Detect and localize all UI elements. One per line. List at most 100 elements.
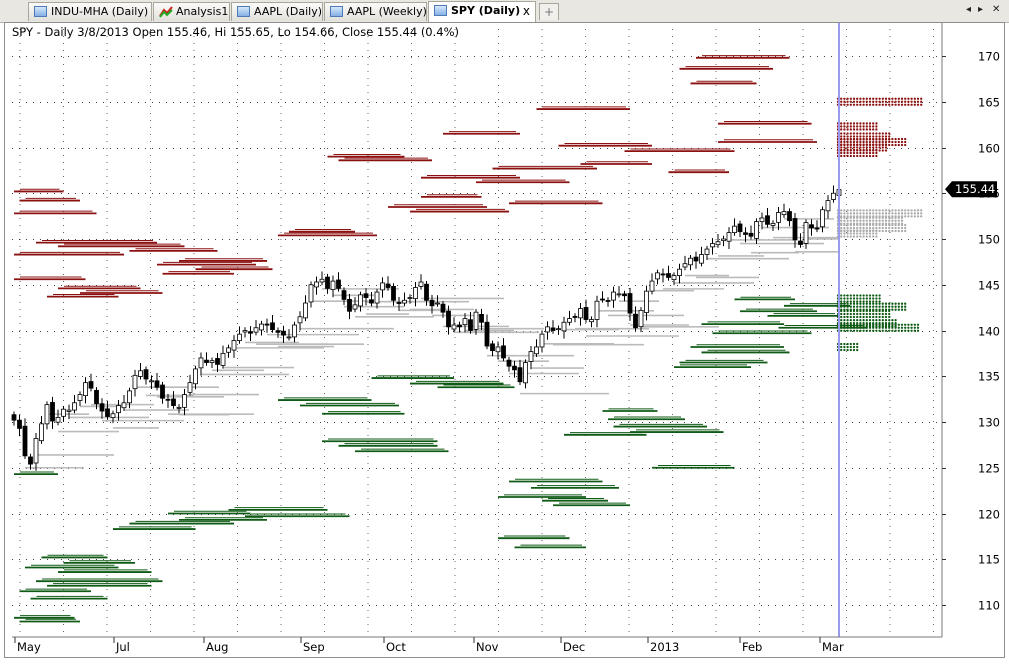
projection-dot xyxy=(894,209,897,212)
chart-area[interactable]: 1101151201251301351401451501551601651701… xyxy=(0,22,1009,661)
candle-body xyxy=(754,221,759,239)
price-axis[interactable]: 1101151201251301351401451501551601651701… xyxy=(941,22,1000,637)
projection-dot xyxy=(856,140,859,144)
scroll-tabs-left-icon[interactable]: ◂ xyxy=(966,4,972,15)
close-window-icon[interactable]: ✕ xyxy=(992,4,1001,15)
projection-dot xyxy=(852,226,856,230)
projection-dot xyxy=(856,294,859,297)
projection-dot xyxy=(862,143,865,146)
projection-dot xyxy=(872,135,875,138)
projection-dot xyxy=(881,212,884,215)
projection-dot xyxy=(907,100,910,103)
projection-dot xyxy=(840,132,843,135)
projection-dot xyxy=(859,232,862,235)
projection-dot xyxy=(849,342,852,346)
projection-dot xyxy=(881,305,884,308)
candle-body xyxy=(781,211,787,216)
projection-dot xyxy=(843,302,846,305)
projection-dot xyxy=(856,216,859,219)
scroll-tabs-right-icon[interactable]: ▸ xyxy=(978,4,984,15)
tab-indu-mha-daily[interactable]: INDU-MHA (Daily) xyxy=(28,2,152,21)
candle-body xyxy=(94,389,99,405)
projection-dot xyxy=(875,223,878,227)
projection-dot xyxy=(910,212,913,215)
projection-dot xyxy=(897,97,900,100)
projection-dot xyxy=(849,148,852,152)
tab-spy-daily[interactable]: SPY (Daily) x xyxy=(428,1,536,22)
resistance-levels xyxy=(14,55,817,298)
projection-dot xyxy=(843,226,846,230)
projection-dot xyxy=(891,103,894,106)
projection-dot xyxy=(840,319,843,322)
price-chart[interactable]: 1101151201251301351401451501551601651701… xyxy=(0,22,1009,661)
projection-dot xyxy=(843,319,846,322)
projection-dot xyxy=(875,151,878,155)
new-tab-button[interactable]: + xyxy=(539,3,559,20)
candle-body xyxy=(220,352,226,366)
projection-dot xyxy=(852,315,856,319)
candle-body xyxy=(237,333,242,341)
projection-dot xyxy=(859,140,862,144)
projection-dot xyxy=(907,103,910,106)
projection-dot xyxy=(856,128,859,131)
projection-dot xyxy=(865,135,868,138)
projection-dot xyxy=(878,302,881,305)
projection-dot xyxy=(849,143,852,146)
projection-dot xyxy=(862,148,865,152)
projection-dot xyxy=(856,132,859,135)
projection-dot xyxy=(894,329,897,332)
projection-dot xyxy=(846,146,849,149)
candle-body xyxy=(825,200,831,212)
projection-dot xyxy=(865,216,868,219)
projection-dot xyxy=(843,151,846,155)
projection-dot xyxy=(913,323,916,326)
projection-dot xyxy=(859,212,862,215)
projection-dot xyxy=(875,329,878,332)
candle-body xyxy=(484,321,490,347)
projection-dot xyxy=(846,315,849,319)
projection-dot xyxy=(888,219,891,222)
projection-dot xyxy=(884,135,888,138)
projection-dot xyxy=(894,216,897,219)
projection-dot xyxy=(865,309,868,313)
projection-dot xyxy=(878,143,881,146)
tab-analysis1[interactable]: Analysis1 xyxy=(153,2,230,21)
candle-body xyxy=(655,272,660,280)
projection-dot xyxy=(846,100,849,103)
projection-dot xyxy=(878,212,881,215)
projection-dot xyxy=(884,315,888,319)
candle-body xyxy=(490,343,495,352)
projection-dot xyxy=(840,212,843,215)
close-tab-icon[interactable]: x xyxy=(522,4,530,18)
tab-aapl-daily[interactable]: AAPL (Daily) xyxy=(231,2,323,21)
candle-body xyxy=(160,384,165,399)
projection-dot xyxy=(897,212,900,215)
projection-dot xyxy=(852,309,856,313)
projection-dot xyxy=(872,312,875,316)
projection-dot xyxy=(852,229,856,232)
projection-dot xyxy=(846,219,849,222)
projection-dot xyxy=(856,300,859,303)
projection-dot xyxy=(878,100,881,103)
candle-body xyxy=(495,346,501,353)
projection-dot xyxy=(868,322,872,325)
candle-body xyxy=(550,327,556,331)
projection-dot xyxy=(868,309,872,313)
projection-dot xyxy=(913,97,916,100)
projection-dot xyxy=(900,212,904,215)
projection-dot xyxy=(888,319,891,322)
projection-dot xyxy=(900,305,904,308)
date-axis[interactable]: May Jul Aug Sep Oct Nov Dec 2013 Feb Mar xyxy=(12,636,942,654)
projection-dot xyxy=(894,305,897,308)
projection-dot xyxy=(843,345,846,349)
candle-body xyxy=(622,293,627,297)
projection-dot xyxy=(862,323,865,326)
projection-dot xyxy=(859,151,862,155)
projection-dot xyxy=(840,322,843,325)
projection-dot xyxy=(872,100,875,103)
projection-dot xyxy=(888,302,891,305)
tab-aapl-weekly[interactable]: AAPL (Weekly) xyxy=(324,2,427,21)
projection-dot xyxy=(865,312,868,316)
projection-dot xyxy=(881,143,884,146)
projection-dot xyxy=(881,322,884,325)
